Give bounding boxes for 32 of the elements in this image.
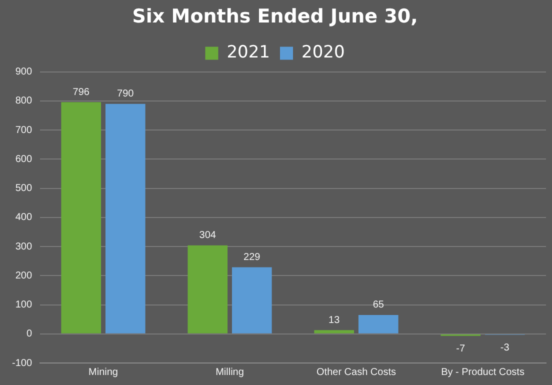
x-tick-label: Mining — [88, 366, 118, 378]
bar — [314, 330, 354, 334]
legend-label: 2021 — [226, 42, 270, 63]
y-tick-label: 900 — [15, 66, 32, 78]
y-tick-label: -100 — [12, 358, 32, 369]
data-label: -7 — [456, 344, 466, 355]
chart-title: Six Months Ended June 30, — [132, 5, 418, 28]
data-label: 65 — [372, 300, 384, 311]
y-tick-label: 600 — [15, 154, 32, 165]
bar — [61, 102, 102, 334]
bar — [232, 267, 272, 334]
y-tick-label: 700 — [15, 124, 32, 136]
bar — [188, 245, 228, 334]
data-label: 790 — [117, 88, 134, 100]
data-label: -3 — [500, 342, 510, 354]
y-tick-label: 400 — [15, 212, 32, 224]
y-tick-label: 100 — [15, 300, 32, 311]
y-tick-label: 300 — [15, 241, 32, 252]
data-label: 796 — [72, 86, 90, 98]
data-label: 304 — [199, 230, 216, 242]
y-tick-label: 800 — [15, 96, 32, 107]
data-label: 13 — [328, 314, 340, 326]
x-tick-label: By - Product Costs — [441, 366, 524, 378]
bar — [358, 314, 398, 334]
x-tick-label: Other Cash Costs — [316, 366, 396, 378]
y-tick-label: 0 — [26, 328, 32, 340]
y-tick-label: 200 — [15, 270, 32, 282]
legend-label: 2020 — [302, 42, 345, 63]
x-tick-label: Milling — [216, 366, 244, 378]
data-label: 229 — [244, 252, 261, 263]
y-tick-label: 500 — [15, 183, 32, 194]
bar — [105, 104, 146, 334]
